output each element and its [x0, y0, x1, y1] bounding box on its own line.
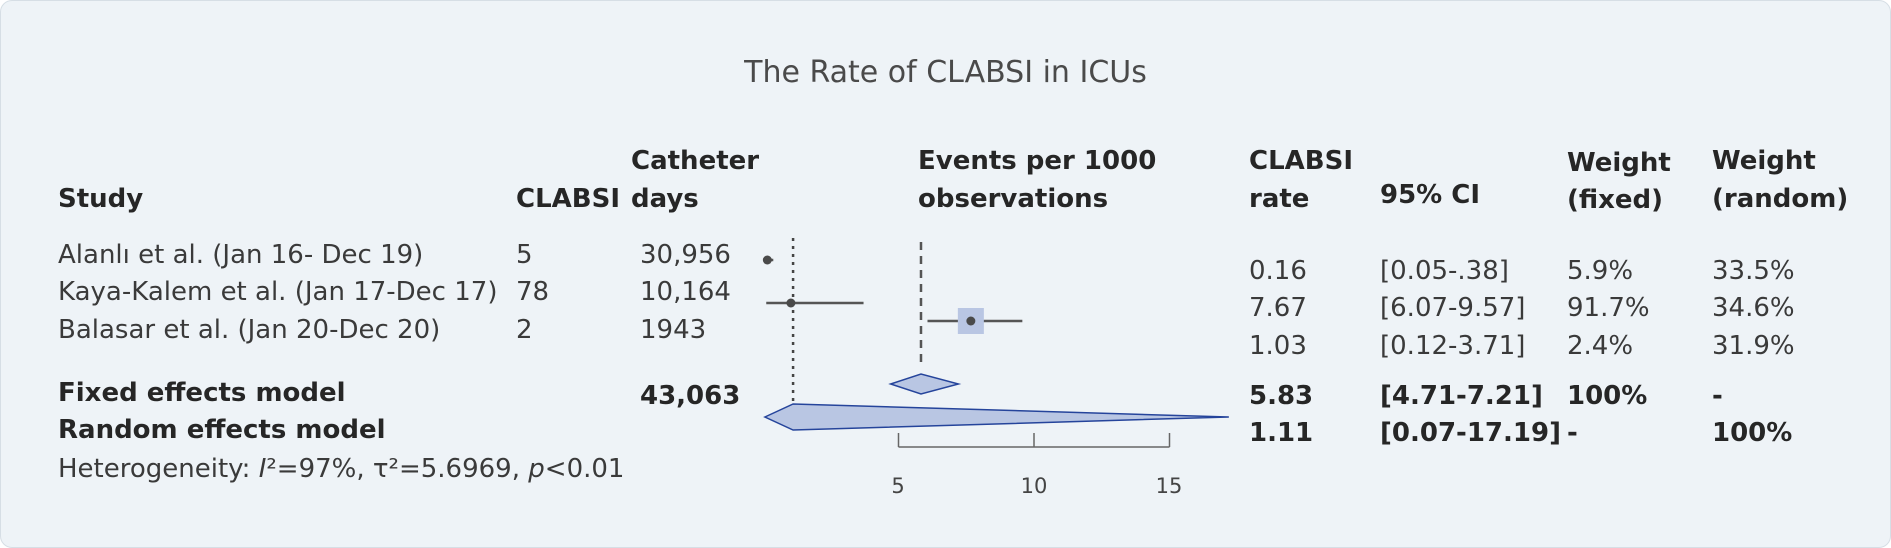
study-rate: 0.16	[1249, 256, 1307, 286]
study-clabsi: 78	[516, 277, 550, 307]
fixed-rate: 5.83	[1249, 381, 1314, 411]
header-events-1: Events per 1000	[918, 146, 1157, 176]
fixed-effect-diamond	[888, 373, 962, 395]
x-tick-label: 10	[1020, 474, 1048, 498]
study-days: 30,956	[640, 240, 731, 270]
study-name: Kaya-Kalem et al. (Jan 17-Dec 17)	[58, 277, 498, 307]
heterogeneity-i2-tau: ²=97%, τ²=5.6969,	[266, 454, 529, 484]
header-catheter-days-1: Catheter	[631, 146, 760, 176]
study-name: Alanlı et al. (Jan 16- Dec 19)	[58, 240, 424, 270]
study-weight-random: 31.9%	[1712, 331, 1795, 361]
random-weight-fixed: -	[1567, 418, 1578, 448]
study-weight-fixed: 5.9%	[1567, 256, 1634, 286]
study-point	[762, 255, 772, 265]
fixed-ci: [4.71-7.21]	[1380, 381, 1543, 411]
x-tick-label: 5	[891, 474, 905, 498]
study-weight-fixed: 91.7%	[1567, 293, 1650, 323]
fixed-weight-fixed: 100%	[1567, 381, 1648, 411]
study-point	[966, 316, 976, 326]
study-weight-random: 34.6%	[1712, 293, 1795, 323]
header-clabsi: CLABSI	[516, 184, 620, 214]
header-study: Study	[58, 184, 144, 214]
header-ci: 95% CI	[1380, 180, 1481, 210]
random-rate: 1.11	[1249, 418, 1314, 448]
header-rate-2: rate	[1249, 184, 1310, 214]
study-ci: [6.07-9.57]	[1380, 293, 1526, 323]
heterogeneity-prefix: Heterogeneity:	[58, 454, 259, 484]
chart-title: The Rate of CLABSI in ICUs	[744, 55, 1147, 90]
random-weight-random: 100%	[1712, 418, 1793, 448]
fixed-days: 43,063	[640, 381, 741, 411]
header-weight-fixed-2: (fixed)	[1567, 185, 1664, 215]
header-weight-random-1: Weight	[1712, 146, 1816, 176]
study-weight-fixed: 2.4%	[1567, 331, 1634, 361]
study-days: 10,164	[640, 277, 731, 307]
fixed-weight-random: -	[1712, 381, 1723, 411]
study-ci: [0.12-3.71]	[1380, 331, 1526, 361]
heterogeneity-p-value: <0.01	[544, 454, 625, 484]
study-point	[786, 298, 796, 308]
study-rate: 7.67	[1249, 293, 1307, 323]
random-label: Random effects model	[58, 415, 386, 445]
heterogeneity-i2-symbol: I	[258, 454, 267, 484]
study-rate: 1.03	[1249, 331, 1307, 361]
x-tick-label: 15	[1155, 474, 1183, 498]
header-weight-fixed-1: Weight	[1567, 148, 1671, 178]
study-weight-random: 33.5%	[1712, 256, 1795, 286]
random-effect-diamond	[763, 403, 1229, 431]
study-name: Balasar et al. (Jan 20-Dec 20)	[58, 315, 441, 345]
heterogeneity-text: Heterogeneity: I²=97%, τ²=5.6969, p<0.01	[58, 453, 624, 485]
header-rate-1: CLABSI	[1249, 146, 1353, 176]
study-clabsi: 2	[516, 315, 533, 345]
header-events-2: observations	[918, 184, 1109, 214]
random-ci: [0.07-17.19]	[1380, 418, 1561, 448]
header-weight-random-2: (random)	[1712, 184, 1849, 214]
fixed-label: Fixed effects model	[58, 378, 346, 408]
study-days: 1943	[640, 315, 707, 345]
heterogeneity-p-symbol: p	[528, 454, 545, 484]
study-clabsi: 5	[516, 240, 533, 270]
header-catheter-days-2: days	[631, 184, 699, 214]
study-ci: [0.05-.38]	[1380, 256, 1509, 286]
